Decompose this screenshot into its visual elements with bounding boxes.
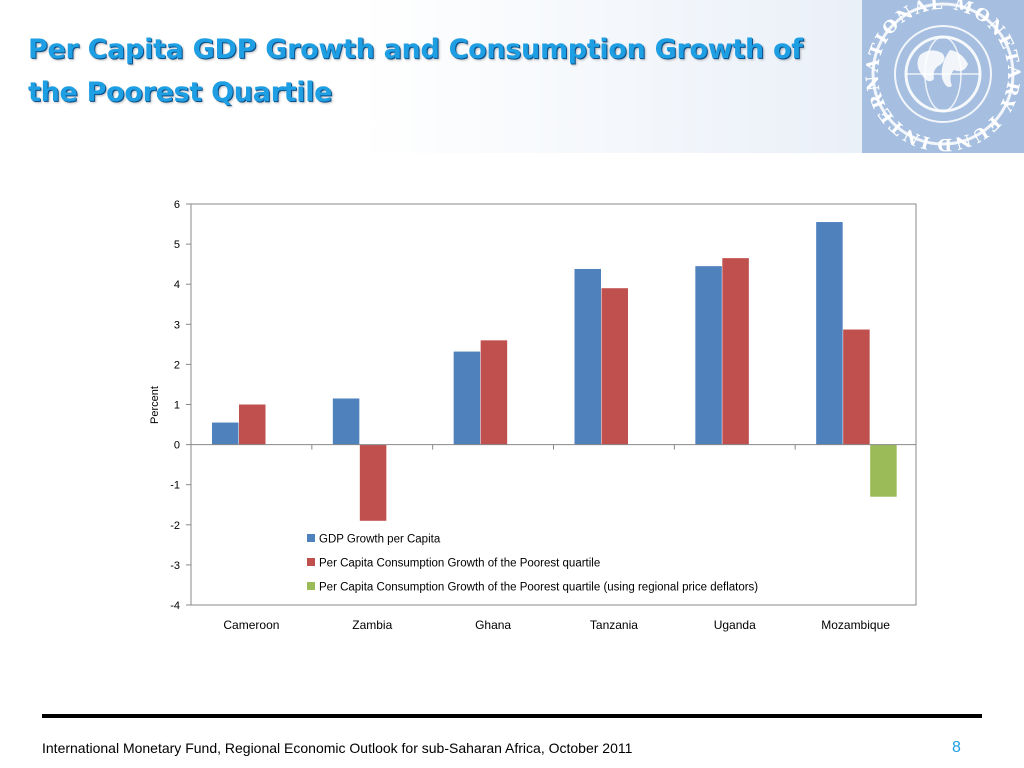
y-tick-label: 3: [174, 319, 180, 331]
legend-swatch-series-2: [307, 558, 315, 566]
bar-uganda-series-1: [695, 266, 722, 445]
y-axis-label: Percent: [149, 386, 161, 424]
bar-ghana-series-1: [453, 351, 481, 445]
x-category-label: Ghana: [475, 618, 511, 632]
bar-cameroon-series-1: [212, 422, 239, 445]
bar-uganda-series-2: [722, 258, 749, 445]
bar-tanzania-series-1: [574, 268, 601, 445]
y-tick-label: -2: [170, 520, 180, 532]
bar-zambia-series-1: [332, 398, 360, 445]
bar-mozambique-series-2: [843, 329, 870, 445]
legend-label-series-3: Per Capita Consumption Growth of the Poo…: [319, 582, 758, 594]
imf-logo: INTERNATIONAL MONETARY FUND: [862, 0, 1024, 153]
y-tick-label: -3: [170, 560, 180, 572]
y-tick-label: 5: [174, 239, 180, 251]
y-tick-label: -4: [170, 600, 180, 612]
y-tick-label: -1: [170, 480, 180, 492]
bar-cameroon-series-2: [239, 404, 266, 445]
title-line-1: Per Capita GDP Growth and Consumption Gr…: [28, 34, 803, 65]
slide-title: Per Capita GDP Growth and Consumption Gr…: [28, 28, 848, 114]
title-line-2: the Poorest Quartile: [28, 77, 333, 108]
footer-rule: [42, 714, 982, 718]
legend-swatch-series-3: [307, 582, 315, 590]
x-category-label: Uganda: [714, 618, 756, 632]
y-tick-label: 6: [174, 199, 180, 211]
y-tick-label: 0: [174, 440, 180, 452]
bar-mozambique-series-3: [870, 444, 897, 497]
y-tick-label: 4: [174, 279, 180, 291]
bar-zambia-series-2: [359, 444, 387, 521]
legend-label-series-2: Per Capita Consumption Growth of the Poo…: [319, 558, 600, 570]
footer-source: International Monetary Fund, Regional Ec…: [42, 740, 633, 756]
plot-area-frame: [190, 203, 917, 606]
chart-container: 6 5 4 3 2 1 0 -1 -2 -3 -4 Percent Cameroon Zambia Ghan…: [149, 199, 917, 632]
x-category-label: Mozambique: [821, 618, 890, 632]
bar-tanzania-series-2: [601, 288, 628, 445]
x-category-label: Tanzania: [590, 618, 638, 632]
legend-label-series-1: GDP Growth per Capita: [319, 534, 441, 546]
y-tick-label: 2: [174, 359, 180, 371]
header-band: [0, 0, 1024, 153]
imf-seal-icon: INTERNATIONAL MONETARY FUND: [863, 0, 1022, 153]
bar-chart: 6 5 4 3 2 1 0 -1 -2 -3 -4 Percent Cameroon Zambia Ghan…: [149, 199, 917, 632]
y-tick-label: 1: [174, 400, 180, 412]
bar-mozambique-series-1: [816, 222, 843, 445]
legend-swatch-series-1: [307, 534, 315, 542]
x-category-label: Zambia: [352, 618, 392, 632]
x-category-label: Cameroon: [223, 618, 279, 632]
page-number: 8: [952, 739, 961, 756]
bar-ghana-series-2: [480, 340, 508, 445]
